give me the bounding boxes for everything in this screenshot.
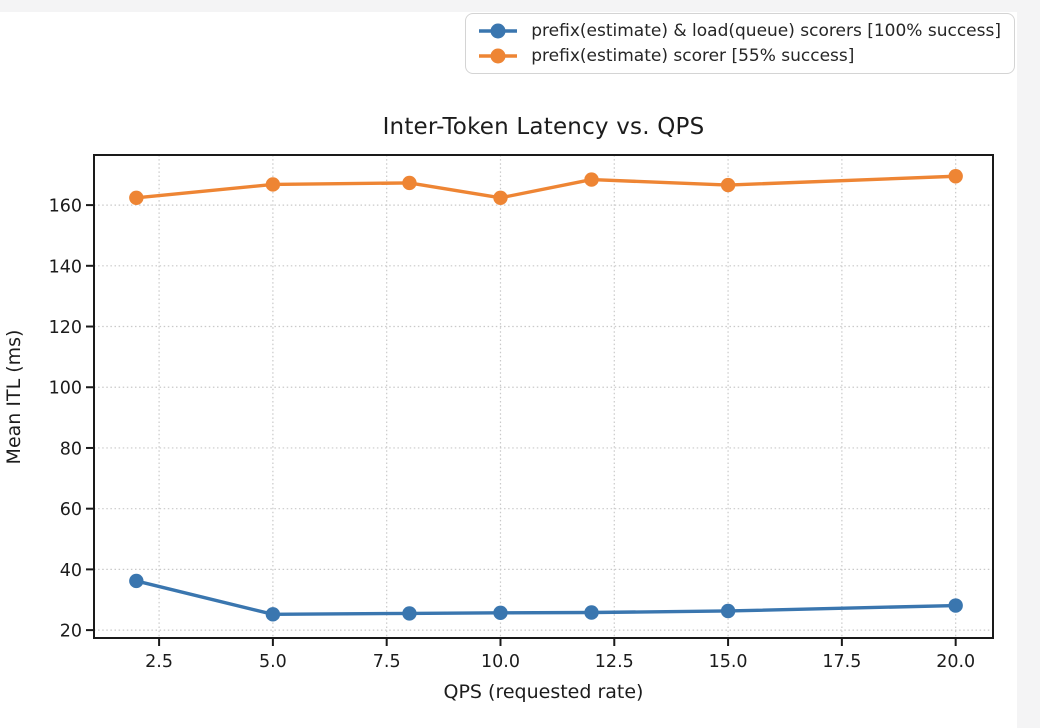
data-point [948,169,963,184]
y-tick-label: 120 [49,318,82,338]
legend-label: prefix(estimate) scorer [55% success] [531,46,855,66]
x-tick-label: 17.5 [822,652,861,672]
y-tick-label: 20 [60,622,82,642]
y-tick-label: 80 [60,439,82,459]
page-gutter-top [0,0,1040,12]
data-point [402,175,417,191]
legend-box: prefix(estimate) & load(queue) scorers [… [465,13,1015,74]
x-tick-label: 12.5 [595,652,634,672]
data-point [493,190,508,206]
y-tick-label: 100 [49,379,82,399]
legend-marker-blue-icon [479,23,518,39]
y-tick-label: 140 [49,257,82,277]
legend-marker-orange-icon [479,48,518,64]
data-point [493,605,508,621]
data-point [948,598,963,613]
x-tick-label: 2.5 [145,652,173,672]
x-tick-label: 10.0 [481,652,520,672]
legend-item-orange-series: prefix(estimate) scorer [55% success] [476,46,1001,66]
data-point [129,573,144,589]
axes-frame [93,154,994,639]
data-point [265,607,281,622]
x-axis-label: QPS (requested rate) [443,681,644,703]
series-line-0 [134,579,958,617]
y-tick-label: 160 [49,197,82,217]
legend-item-blue-series: prefix(estimate) & load(queue) scorers [… [476,21,1001,41]
data-point [265,177,281,192]
data-point [129,190,144,206]
data-point [720,603,736,619]
data-point [402,606,417,621]
y-tick-label: 40 [60,561,82,581]
x-tick-label: 5.0 [259,652,287,672]
y-axis-label: Mean ITL (ms) [3,329,25,465]
x-tick-label: 7.5 [373,652,401,672]
legend-label: prefix(estimate) & load(queue) scorers [… [531,21,1001,41]
y-tick-label: 60 [60,500,82,520]
series-line-1 [134,174,958,200]
data-point [720,177,736,193]
data-point [584,605,599,620]
x-tick-label: 15.0 [709,652,748,672]
data-point [584,172,599,187]
chart-title: Inter-Token Latency vs. QPS [382,114,705,140]
x-tick-label: 20.0 [936,652,975,672]
page-gutter-right [1017,0,1040,728]
